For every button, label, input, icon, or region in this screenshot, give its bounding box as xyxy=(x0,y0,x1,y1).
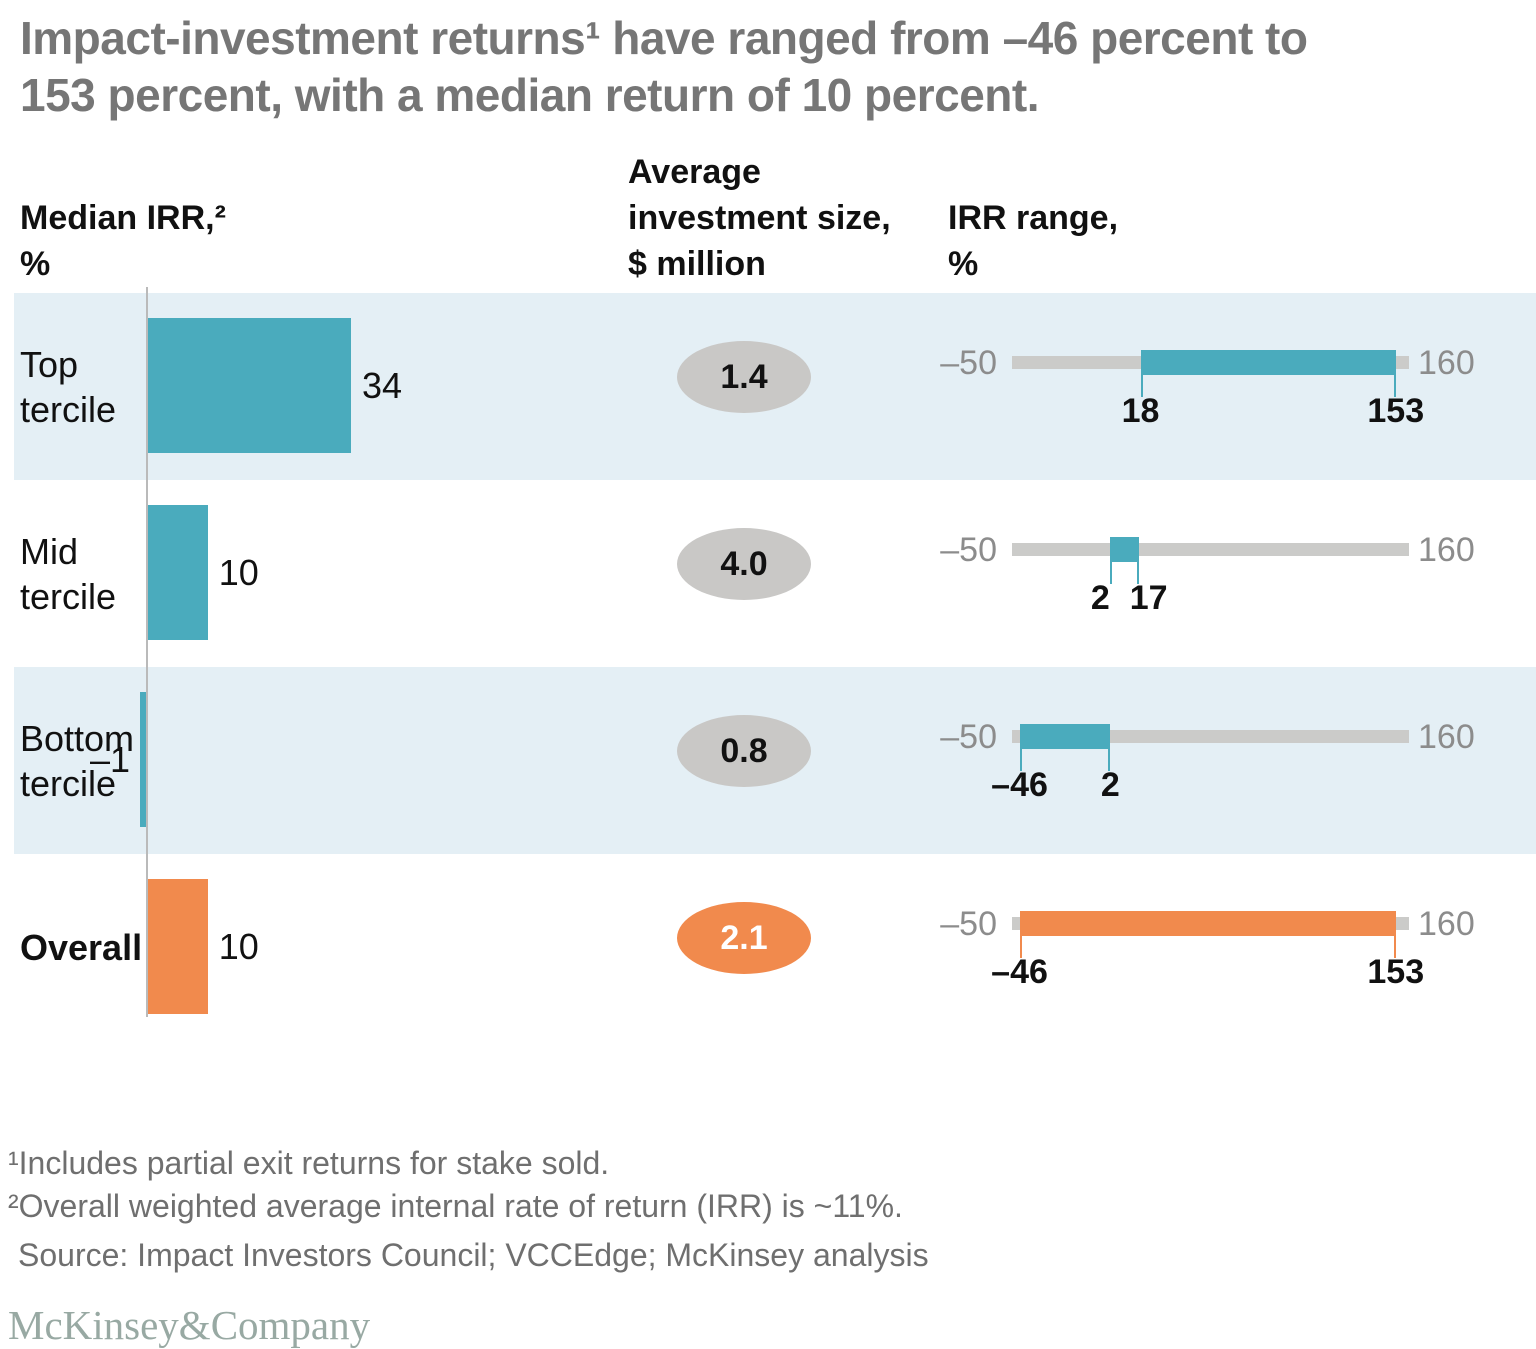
range-axis-max-label: 160 xyxy=(1418,905,1475,943)
row-label: Mid tercile xyxy=(20,480,116,667)
row-label-line: Bottom xyxy=(20,717,135,759)
range-axis-min-label: –50 xyxy=(940,344,997,382)
range-axis-min-label: –50 xyxy=(940,905,997,943)
range-max-value: 17 xyxy=(1129,579,1168,617)
row-label-line: tercile xyxy=(20,762,117,804)
column-headers: Median IRR,² % Average investment size, … xyxy=(0,145,1536,287)
avg-investment-ellipse: 2.1 xyxy=(677,902,811,974)
column-header-line: % xyxy=(20,245,51,283)
row-top-tercile: Top tercile 34 1.4 –50 18 153 160 xyxy=(0,293,1536,480)
median-irr-bar xyxy=(140,692,146,827)
range-segment xyxy=(1110,537,1139,562)
row-label: Overall xyxy=(20,854,142,1041)
row-label-line: tercile xyxy=(20,388,117,430)
median-irr-value: 34 xyxy=(361,364,403,406)
column-header-line: Average xyxy=(628,153,761,191)
column-header-median-irr: Median IRR,² % xyxy=(20,195,226,287)
range-max-value: 153 xyxy=(1367,953,1425,991)
column-header-line: $ million xyxy=(628,245,766,283)
mckinsey-logo: McKinsey&Company xyxy=(8,1302,371,1348)
column-header-irr-range: IRR range, % xyxy=(948,195,1118,287)
column-header-line: % xyxy=(948,245,979,283)
row-label-line: Overall xyxy=(20,927,143,968)
zero-axis-line xyxy=(146,287,148,1017)
range-axis-max-label: 160 xyxy=(1418,344,1475,382)
row-label-line: Mid xyxy=(20,530,79,572)
range-tick-max xyxy=(1136,562,1139,584)
range-segment xyxy=(1019,724,1111,749)
title-line-2: 153 percent, with a median return of 10 … xyxy=(20,69,1039,121)
column-header-avg-investment: Average investment size, $ million xyxy=(628,149,891,287)
avg-investment-value: 4.0 xyxy=(720,544,768,583)
range-tick-min xyxy=(1019,749,1022,771)
range-max-value: 153 xyxy=(1367,392,1425,430)
row-label-line: tercile xyxy=(20,575,117,617)
title-line-1: Impact-investment returns¹ have ranged f… xyxy=(20,12,1308,64)
avg-investment-value: 0.8 xyxy=(720,731,768,770)
range-axis-min-label: –50 xyxy=(940,531,997,569)
range-max-value: 2 xyxy=(1100,766,1120,804)
range-axis-max-label: 160 xyxy=(1418,718,1475,756)
range-tick-max xyxy=(1393,936,1396,958)
range-segment xyxy=(1019,911,1396,936)
range-tick-max xyxy=(1108,749,1111,771)
median-irr-bar xyxy=(148,879,208,1014)
range-axis-max-label: 160 xyxy=(1418,531,1475,569)
footnote-1: ¹Includes partial exit returns for stake… xyxy=(8,1145,610,1181)
range-min-value: –46 xyxy=(991,953,1048,991)
avg-investment-ellipse: 0.8 xyxy=(677,715,811,787)
avg-investment-ellipse: 1.4 xyxy=(677,341,811,413)
median-irr-value: 10 xyxy=(218,551,259,593)
range-tick-min xyxy=(1140,375,1143,397)
row-bottom-tercile: Bottom tercile –1 0.8 –50 –46 2 160 xyxy=(0,667,1536,854)
row-label: Bottom tercile xyxy=(20,667,134,854)
range-min-value: –46 xyxy=(991,766,1048,804)
median-irr-bar xyxy=(148,505,208,640)
range-track xyxy=(1012,543,1409,556)
avg-investment-value: 1.4 xyxy=(720,357,768,396)
footnote-2: ²Overall weighted average internal rate … xyxy=(8,1188,903,1224)
median-irr-bar xyxy=(148,318,351,453)
source-line: Source: Impact Investors Council; VCCEdg… xyxy=(18,1237,929,1273)
range-tick-min xyxy=(1019,936,1022,958)
range-axis-min-label: –50 xyxy=(940,718,997,756)
range-tick-min xyxy=(1110,562,1113,584)
median-irr-value: 10 xyxy=(218,925,259,967)
column-header-line: Median IRR,² xyxy=(20,199,226,237)
row-overall: Overall 10 2.1 –50 –46 153 160 xyxy=(0,854,1536,1041)
row-label-line: Top xyxy=(20,343,79,385)
column-header-line: investment size, xyxy=(628,199,891,237)
range-min-value: 2 xyxy=(1090,579,1110,617)
row-mid-tercile: Mid tercile 10 4.0 –50 2 17 160 xyxy=(0,480,1536,667)
avg-investment-value: 2.1 xyxy=(720,918,768,957)
row-label: Top tercile xyxy=(20,293,116,480)
range-segment xyxy=(1140,350,1396,375)
page-title: Impact-investment returns¹ have ranged f… xyxy=(20,10,1510,124)
avg-investment-ellipse: 4.0 xyxy=(677,528,811,600)
range-min-value: 18 xyxy=(1121,392,1160,430)
median-irr-value: –1 xyxy=(89,738,131,780)
column-header-line: IRR range, xyxy=(948,199,1119,237)
range-tick-max xyxy=(1393,375,1396,397)
range-track xyxy=(1012,730,1409,743)
